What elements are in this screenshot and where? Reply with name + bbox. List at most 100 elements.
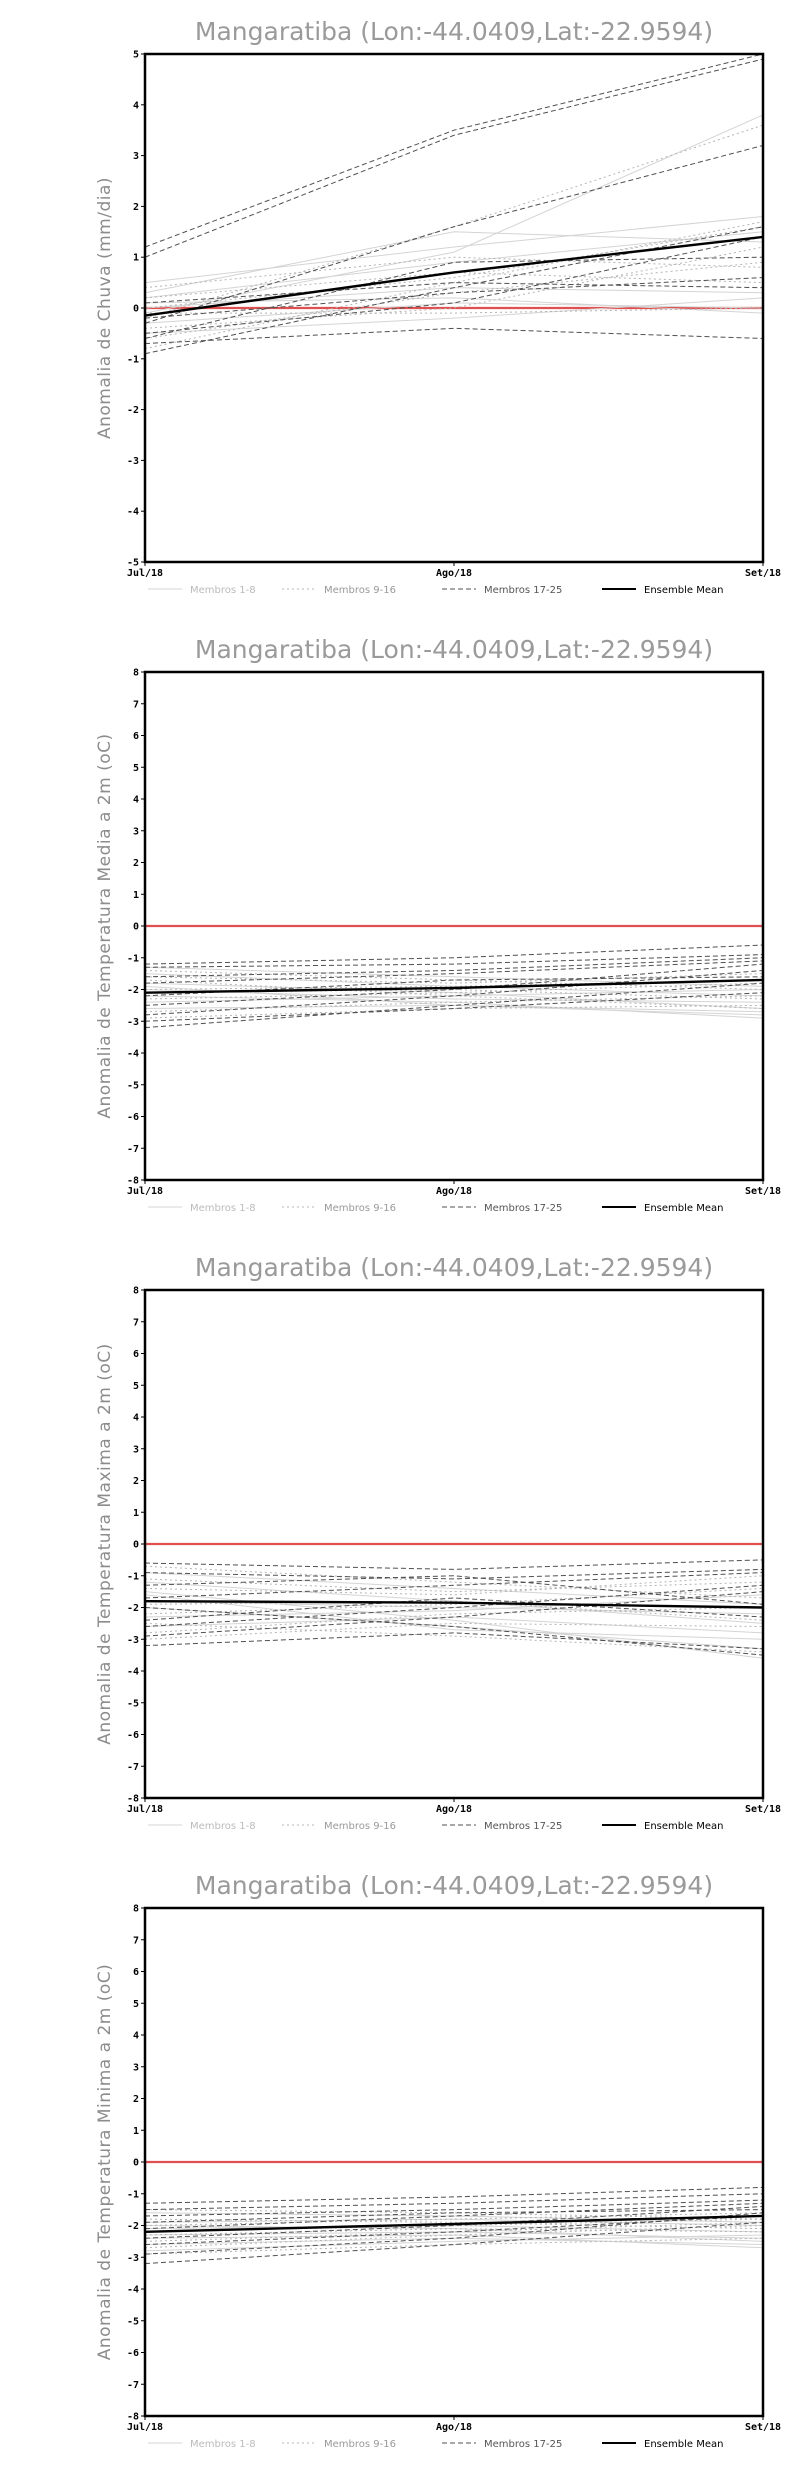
- y-tick-label: -5: [127, 558, 139, 569]
- y-tick-label: 0: [133, 2158, 139, 2169]
- member-series-line: [144, 2218, 764, 2230]
- y-tick-label: -5: [127, 1698, 139, 1709]
- y-tick-label: 2: [133, 2094, 139, 2105]
- chart-title: Mangaratiba (Lon:-44.0409,Lat:-22.9594): [195, 635, 713, 664]
- member-series-line: [144, 1607, 764, 1656]
- member-series-line: [144, 1607, 764, 1634]
- legend-label: Membros 9-16: [324, 1821, 396, 1832]
- member-series-line: [144, 226, 764, 309]
- y-tick-label: 5: [133, 763, 139, 774]
- ensemble-mean-line: [144, 2214, 764, 2234]
- x-tick-label: Ago/18: [436, 1804, 472, 1815]
- y-tick-label: -1: [127, 354, 139, 365]
- member-series-line: [144, 1632, 764, 1650]
- y-tick-label: 2: [133, 202, 139, 213]
- x-tick-label: Set/18: [745, 1804, 781, 1815]
- y-tick-label: -7: [127, 2380, 139, 2391]
- member-series-line: [144, 236, 764, 334]
- member-series-line: [144, 1572, 764, 1599]
- y-tick-label: -6: [127, 2348, 139, 2359]
- member-series-line: [144, 2209, 764, 2223]
- legend-label: Membros 9-16: [324, 585, 396, 596]
- chart-panel-4: Mangaratiba (Lon:-44.0409,Lat:-22.9594) A…: [95, 1871, 781, 2450]
- y-tick-label: -6: [127, 1730, 139, 1741]
- y-tick-label: 1: [133, 1508, 139, 1519]
- member-series-line: [144, 2234, 764, 2249]
- y-tick-label: -4: [127, 1049, 139, 1060]
- legend-label: Membros 1-8: [190, 585, 256, 596]
- member-series-line: [144, 2193, 764, 2211]
- y-axis-label: Anomalia de Temperatura Minima a 2m (oC): [95, 1964, 115, 2361]
- member-series-line: [144, 957, 764, 978]
- y-tick-label: 8: [133, 1286, 139, 1297]
- y-tick-label: -8: [127, 2412, 139, 2423]
- member-series-line: [144, 992, 764, 1022]
- y-tick-label: 6: [133, 1349, 139, 1360]
- legend-label: Membros 17-25: [484, 1203, 562, 1214]
- member-series-line: [144, 1578, 764, 1593]
- member-series-line: [144, 221, 764, 350]
- legend-label: Ensemble Mean: [644, 1821, 723, 1832]
- y-tick-label: 2: [133, 1476, 139, 1487]
- member-series-line: [144, 256, 764, 339]
- y-axis-label: Anomalia de Chuva (mm/dia): [95, 177, 115, 439]
- member-series-line: [144, 2186, 764, 2204]
- member-series-line: [144, 2199, 764, 2217]
- member-series-line: [144, 995, 764, 1019]
- member-series-line: [144, 256, 764, 289]
- member-series-line: [144, 1600, 764, 1621]
- legend-label: Membros 9-16: [324, 1203, 396, 1214]
- y-tick-label: 8: [133, 668, 139, 679]
- member-series-line: [144, 2221, 764, 2242]
- chart-panel-3: Mangaratiba (Lon:-44.0409,Lat:-22.9594) A…: [95, 1253, 781, 1832]
- legend-label: Ensemble Mean: [644, 585, 723, 596]
- x-tick-label: Ago/18: [436, 568, 472, 579]
- legend-label: Membros 1-8: [190, 2439, 256, 2450]
- y-tick-label: -5: [127, 1080, 139, 1091]
- legend-label: Membros 17-25: [484, 1821, 562, 1832]
- member-series-line: [144, 2225, 764, 2249]
- y-tick-label: -7: [127, 1144, 139, 1155]
- y-tick-label: 4: [133, 2031, 139, 2042]
- y-tick-label: 3: [133, 2062, 139, 2073]
- legend-label: Membros 1-8: [190, 1821, 256, 1832]
- x-tick-label: Jul/18: [127, 1804, 163, 1815]
- member-series-line: [144, 327, 764, 345]
- x-tick-label: Set/18: [745, 1186, 781, 1197]
- member-series-line: [144, 53, 764, 248]
- y-tick-label: 7: [133, 1317, 139, 1328]
- chart-title: Mangaratiba (Lon:-44.0409,Lat:-22.9594): [195, 1253, 713, 1282]
- member-series-line: [144, 1575, 764, 1605]
- member-series-line: [144, 989, 764, 1003]
- member-series-line: [144, 973, 764, 997]
- y-tick-label: 7: [133, 1935, 139, 1946]
- y-tick-label: 0: [133, 922, 139, 933]
- member-series-line: [144, 114, 764, 314]
- y-tick-label: 1: [133, 253, 139, 264]
- member-series-line: [144, 1591, 764, 1637]
- x-tick-label: Ago/18: [436, 1186, 472, 1197]
- member-series-line: [144, 231, 764, 294]
- y-tick-label: 6: [133, 731, 139, 742]
- chart-panel-2: Mangaratiba (Lon:-44.0409,Lat:-22.9594) A…: [95, 635, 781, 1214]
- y-tick-label: 3: [133, 826, 139, 837]
- y-tick-label: -7: [127, 1762, 139, 1773]
- ensemble-mean-line: [144, 978, 764, 994]
- y-tick-label: 4: [133, 1413, 139, 1424]
- member-series-line: [144, 1600, 764, 1615]
- member-series-line: [144, 960, 764, 984]
- member-series-line: [144, 985, 764, 1016]
- member-series-line: [144, 1616, 764, 1634]
- y-tick-label: -5: [127, 2316, 139, 2327]
- y-tick-label: -8: [127, 1794, 139, 1805]
- y-axis-label: Anomalia de Temperatura Maxima a 2m (oC): [95, 1343, 115, 1745]
- member-series-line: [144, 969, 764, 990]
- chart-title: Mangaratiba (Lon:-44.0409,Lat:-22.9594): [195, 17, 713, 46]
- member-series-line: [144, 1597, 764, 1621]
- member-series-line: [144, 216, 764, 284]
- member-series-line: [144, 124, 764, 319]
- member-series-line: [144, 944, 764, 965]
- member-series-line: [144, 1587, 764, 1615]
- member-series-line: [144, 973, 764, 984]
